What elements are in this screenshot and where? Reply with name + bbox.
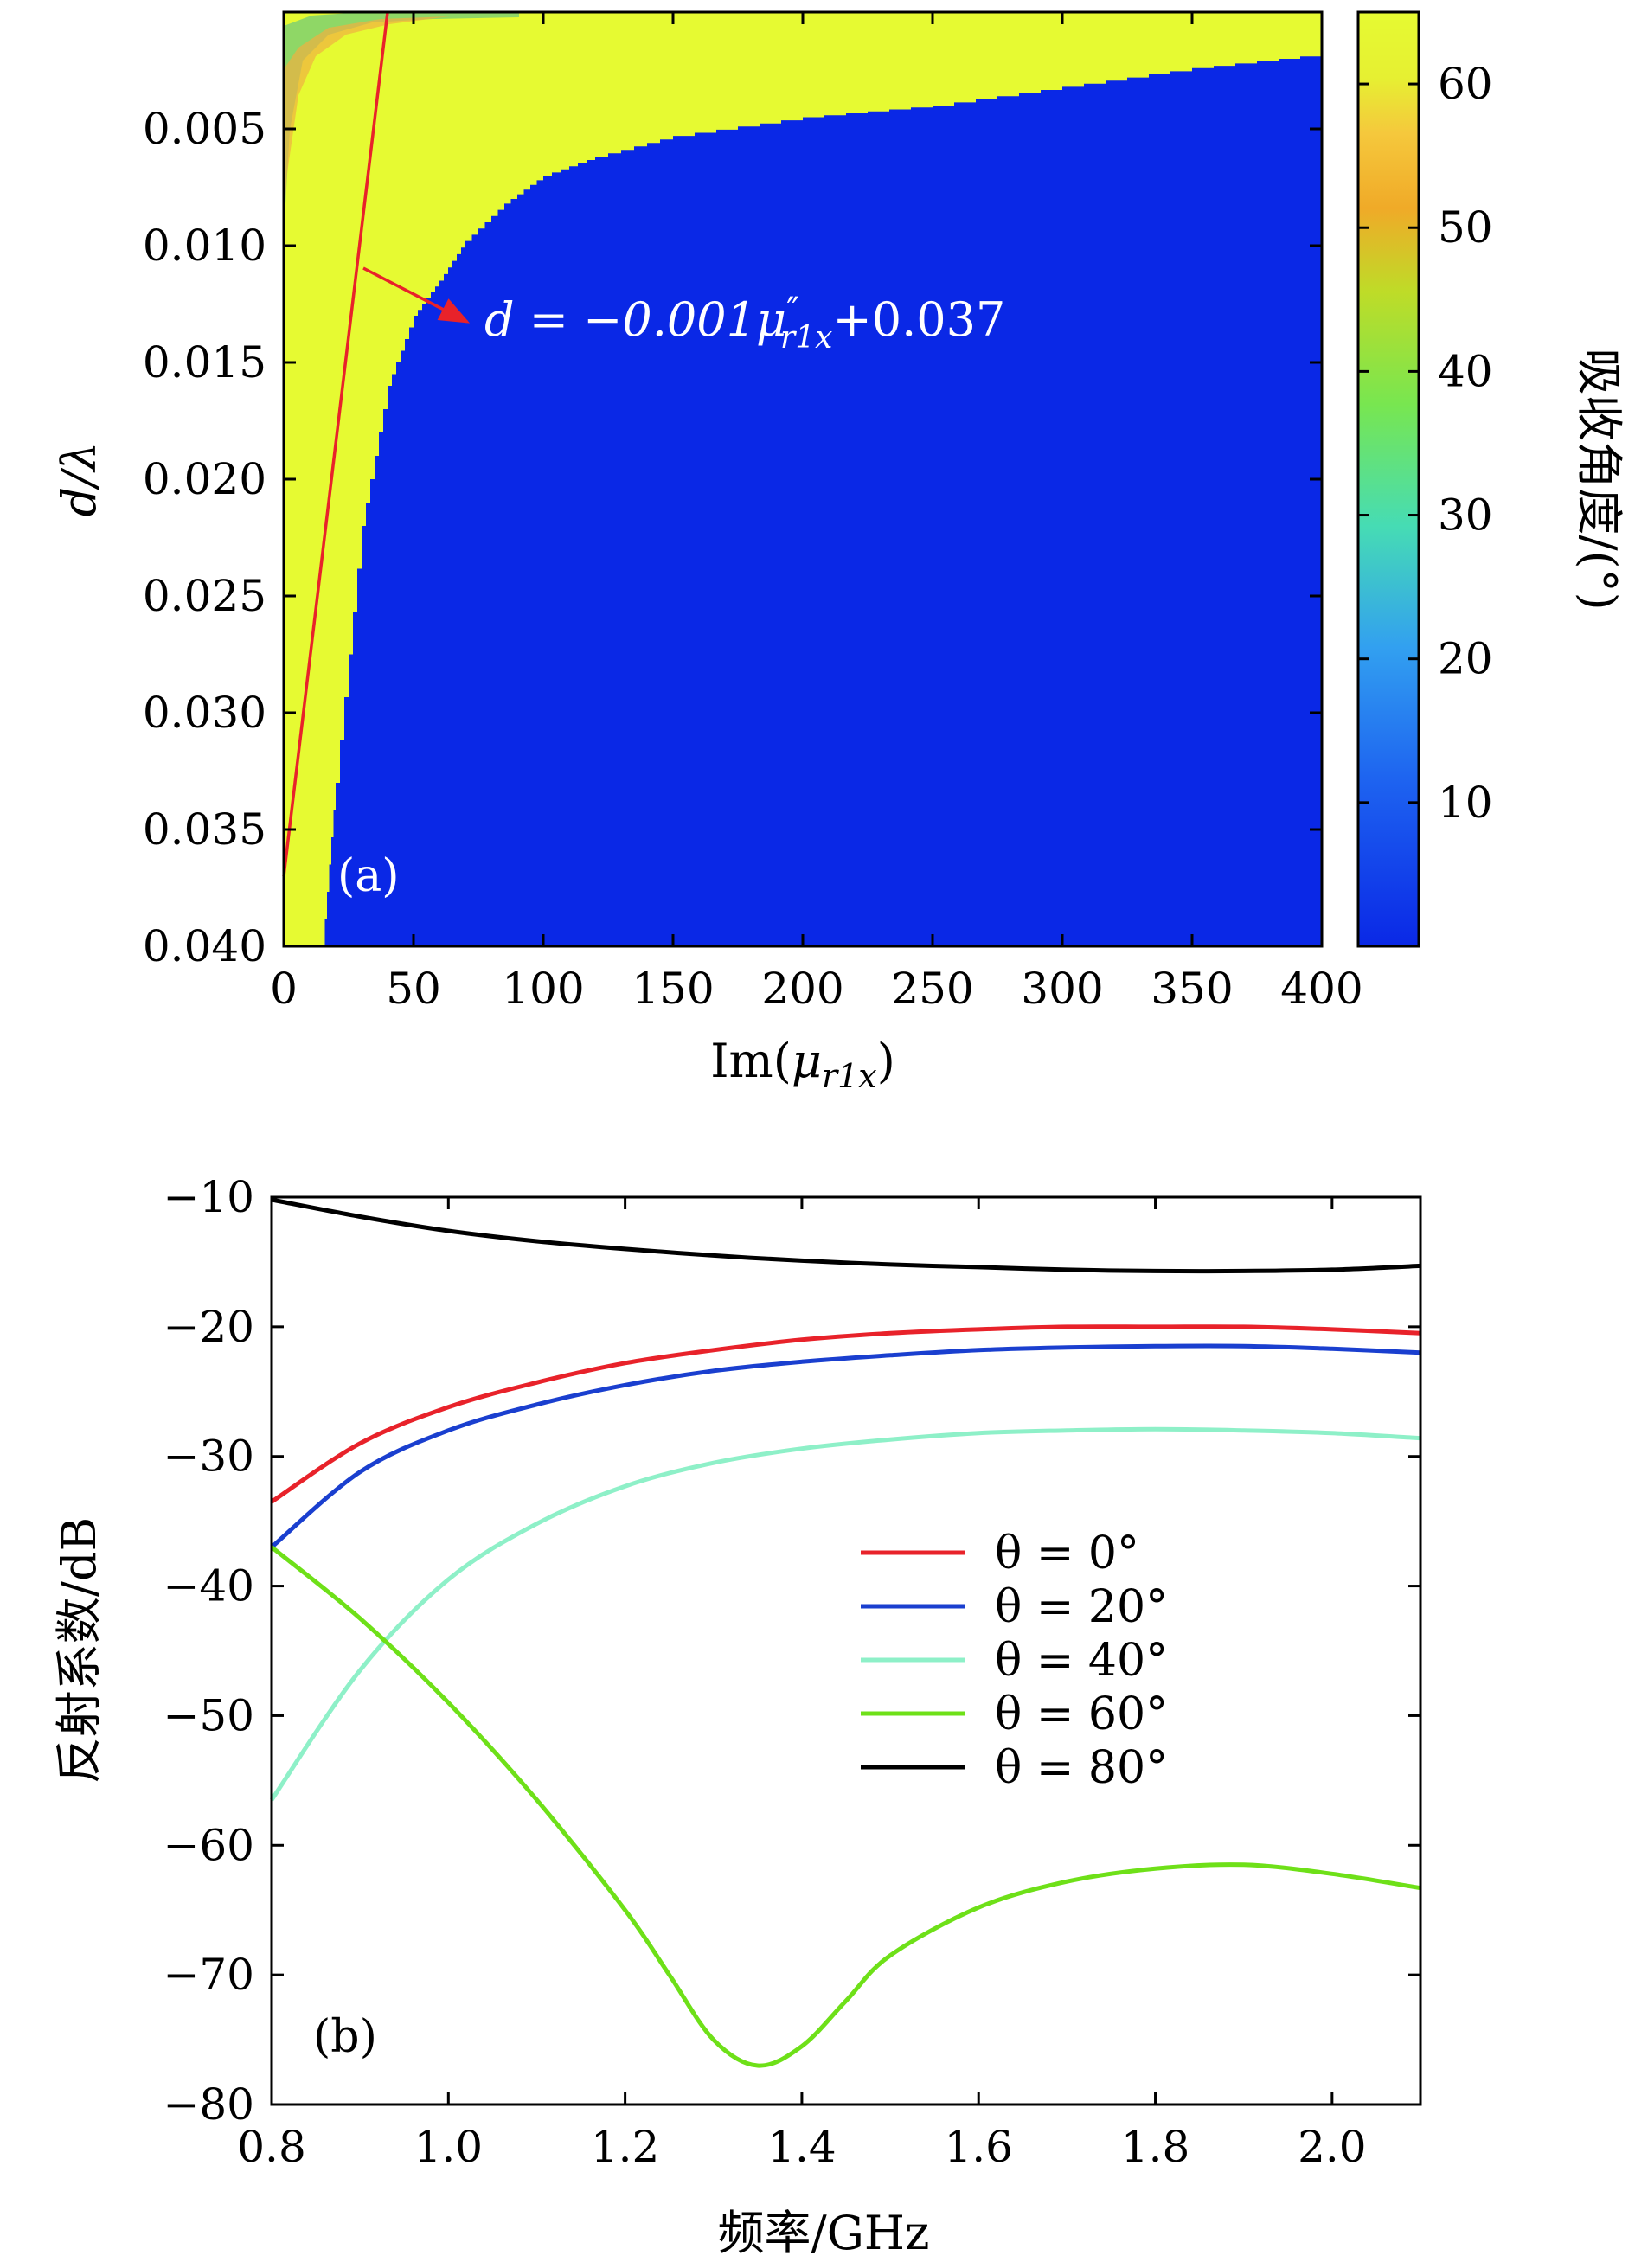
y-tick-label: 0.015 (143, 337, 266, 388)
y-tick-label: 0.025 (143, 571, 266, 621)
legend-label-2: θ = 40° (995, 1635, 1168, 1687)
x-tick-label: 1.8 (1121, 2122, 1190, 2172)
line-chart-y-axis: −10 −20 −30 −40 −50 −60 −70 −80 (163, 1172, 1420, 2130)
line-chart-y-label: 反射系数/dB (52, 1517, 106, 1784)
y-tick-label: −80 (163, 2079, 254, 2130)
series-line-4 (271, 1197, 1421, 1274)
legend-label-3: θ = 60° (995, 1688, 1168, 1740)
colorbar-axis: 10 20 30 40 50 60 (1358, 59, 1493, 828)
legend-label-4: θ = 80° (995, 1742, 1168, 1794)
heatmap-high-region (284, 12, 1322, 946)
colorbar-tick-label: 30 (1438, 490, 1493, 541)
legend: θ = 0°θ = 20°θ = 40°θ = 60°θ = 80° (861, 1528, 1168, 1794)
heatmap-transition-band (284, 12, 519, 234)
x-tick-label: 100 (502, 964, 584, 1014)
y-tick-label: −10 (163, 1172, 254, 1222)
colorbar (1356, 10, 1420, 948)
equation-lhs: d = −0.001 (484, 292, 756, 347)
colorbar-tick-label: 60 (1438, 59, 1493, 109)
heatmap-y-label: d/λ (52, 442, 106, 517)
x-tick-label: 300 (1021, 964, 1103, 1014)
y-tick-label: −60 (163, 1820, 254, 1870)
line-chart-panel: 0.8 1.0 1.2 1.4 1.6 1.8 2.0 −10 −20 −30 −40 −50 −60… (52, 1172, 1422, 2260)
y-tick-label: −40 (163, 1561, 254, 1611)
x-tick-label: 0.8 (237, 2122, 306, 2172)
line-chart-frame (270, 1195, 1422, 2106)
legend-label-0: θ = 0° (995, 1528, 1139, 1579)
fit-equation-annotation: d = −0.001μ″ r1x+0.037 (484, 291, 1005, 356)
series-line-3 (270, 1545, 1421, 2068)
y-tick-label: 0.040 (143, 921, 266, 971)
legend-label-1: θ = 20° (995, 1581, 1168, 1633)
x-tick-label: 2.0 (1298, 2122, 1367, 2172)
y-tick-label: 0.030 (143, 688, 266, 738)
y-tick-label: 0.005 (143, 104, 266, 154)
x-tick-label: 50 (386, 964, 441, 1014)
colorbar-tick-label: 20 (1438, 634, 1493, 684)
series-line-2 (269, 1426, 1421, 1802)
x-tick-label: 200 (761, 964, 843, 1014)
y-tick-label: 0.010 (143, 221, 266, 271)
heatmap-panel: d = −0.001μ″ r1x+0.037 (a) 0 50 100 150 200 25… (52, 10, 1626, 1095)
series-line-1 (270, 1343, 1421, 1549)
heatmap-x-axis: 0 50 100 150 200 250 300 350 400 (270, 12, 1363, 1014)
x-tick-label: 250 (891, 964, 973, 1014)
colorbar-tick-label: 10 (1438, 778, 1493, 828)
y-tick-label: −20 (163, 1302, 254, 1352)
line-chart-x-axis: 0.8 1.0 1.2 1.4 1.6 1.8 2.0 (237, 1197, 1367, 2172)
series-line-0 (270, 1324, 1421, 1504)
panel-label-a: (a) (337, 850, 400, 902)
heatmap-y-axis: 0.005 0.010 0.015 0.020 0.025 0.030 0.035 0.040 (143, 104, 1322, 971)
x-tick-label: 350 (1151, 964, 1233, 1014)
x-tick-label: 400 (1280, 964, 1362, 1014)
annotation-arrow (362, 266, 471, 324)
line-series-group (269, 1197, 1421, 2068)
x-tick-label: 1.0 (414, 2122, 484, 2172)
line-chart-x-label: 频率/GHz (718, 2206, 930, 2260)
x-tick-label: 1.6 (944, 2122, 1013, 2172)
panel-label-b: (b) (313, 2011, 377, 2063)
x-tick-label: 0 (270, 964, 298, 1014)
y-tick-label: −50 (163, 1690, 254, 1740)
y-tick-label: −70 (163, 1950, 254, 2000)
x-tick-label: 150 (632, 964, 714, 1014)
x-label-subscript: r1x (822, 1057, 877, 1095)
y-tick-label: 0.020 (143, 454, 266, 504)
x-tick-label: 1.4 (767, 2122, 837, 2172)
equation-prime: ″ (786, 291, 799, 330)
heatmap-x-label: Im(μr1x) (710, 1034, 895, 1095)
colorbar-label: 吸收角度/(°) (1572, 348, 1626, 610)
x-label-base: Im( (710, 1034, 792, 1088)
y-tick-label: −30 (163, 1432, 254, 1482)
fit-line (282, 11, 389, 877)
equation-subscript: r1x (780, 320, 832, 356)
x-tick-label: 1.2 (591, 2122, 660, 2172)
colorbar-tick-label: 40 (1438, 346, 1493, 396)
colorbar-tick-label: 50 (1438, 202, 1493, 253)
y-tick-label: 0.035 (143, 804, 266, 855)
x-label-close: ) (877, 1034, 895, 1088)
equation-symbol: μ (756, 292, 786, 347)
x-label-symbol: μ (792, 1034, 822, 1088)
equation-rhs: +0.037 (832, 292, 1005, 347)
